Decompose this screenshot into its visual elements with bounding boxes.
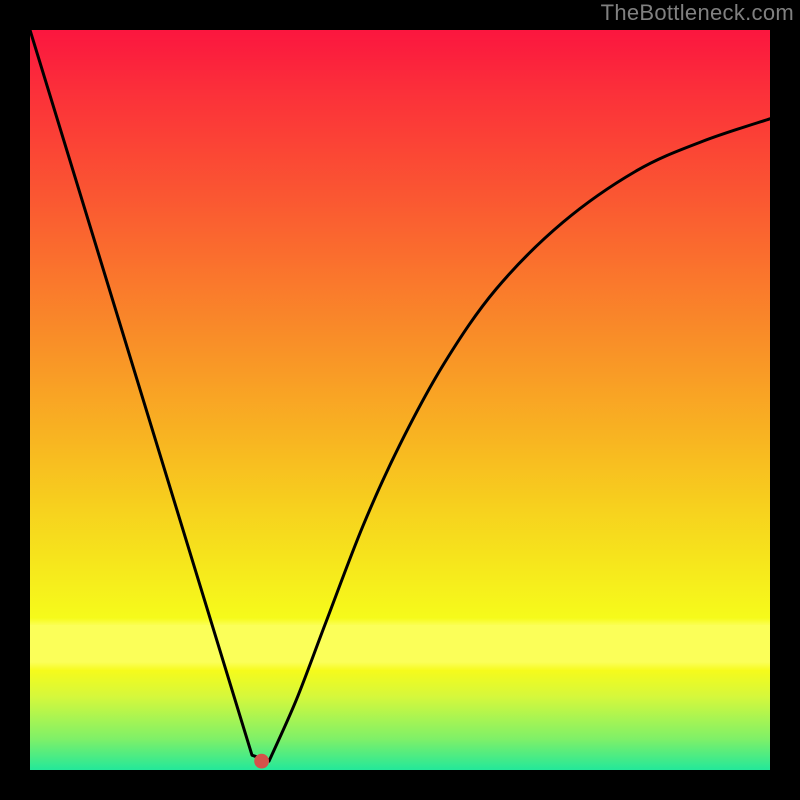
bottleneck-curve — [30, 30, 770, 770]
border-left — [0, 0, 30, 800]
chart-frame: TheBottleneck.com — [0, 0, 800, 800]
watermark-text: TheBottleneck.com — [601, 0, 794, 26]
border-right — [770, 0, 800, 800]
minimum-marker — [254, 754, 269, 769]
plot-area — [30, 30, 770, 770]
curve-path — [30, 30, 770, 761]
border-bottom — [0, 770, 800, 800]
